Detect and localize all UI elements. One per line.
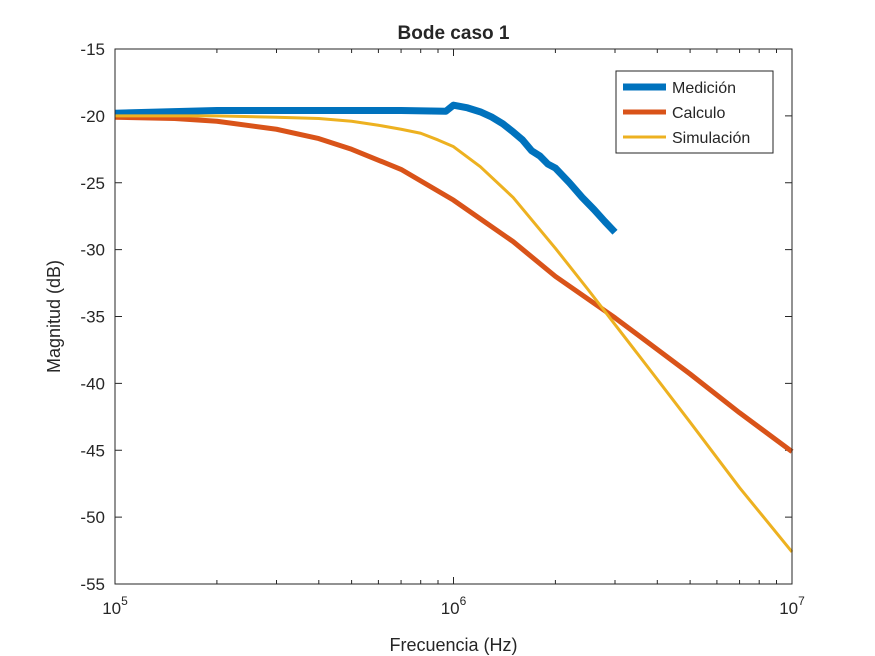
y-tick-label: -55 (80, 575, 105, 594)
minor-ticks (216, 49, 778, 584)
chart-title: Bode caso 1 (398, 23, 510, 44)
legend-label: Calculo (672, 105, 725, 122)
y-tick-label: -35 (80, 308, 105, 327)
y-tick-label: -40 (80, 374, 105, 393)
y-tick-label: -25 (80, 174, 105, 193)
legend: Medición Calculo Simulación (615, 70, 774, 154)
legend-label: Simulación (672, 130, 750, 147)
y-tick-label: -45 (80, 441, 105, 460)
tick-labels: 105 106 107-15-20-25-30-35-40-45-50-55 (80, 40, 805, 618)
x-axis-label: Frecuencia (Hz) (389, 635, 517, 655)
x-tick-label: 107 (779, 594, 805, 618)
series-line-2 (114, 114, 794, 454)
x-tick-exponent: 7 (798, 594, 805, 608)
x-tick-base: 10 (102, 599, 121, 618)
series-line-3 (115, 114, 794, 553)
x-tick-exponent: 6 (460, 594, 467, 608)
plot-box (114, 48, 793, 585)
x-tick-base: 10 (441, 599, 460, 618)
y-tick-label: -50 (80, 508, 105, 527)
y-tick-label: -15 (80, 40, 105, 59)
legend-label: Medición (672, 80, 736, 97)
y-tick-label: -30 (80, 241, 105, 260)
x-tick-label: 105 (102, 594, 128, 618)
x-tick-exponent: 5 (121, 594, 128, 608)
x-tick-base: 10 (779, 599, 798, 618)
series-layer (114, 101, 794, 553)
x-tick-label: 106 (441, 594, 467, 618)
y-tick-label: -20 (80, 107, 105, 126)
y-axis-label: Magnitud (dB) (44, 260, 64, 373)
series-line-1 (114, 101, 618, 235)
